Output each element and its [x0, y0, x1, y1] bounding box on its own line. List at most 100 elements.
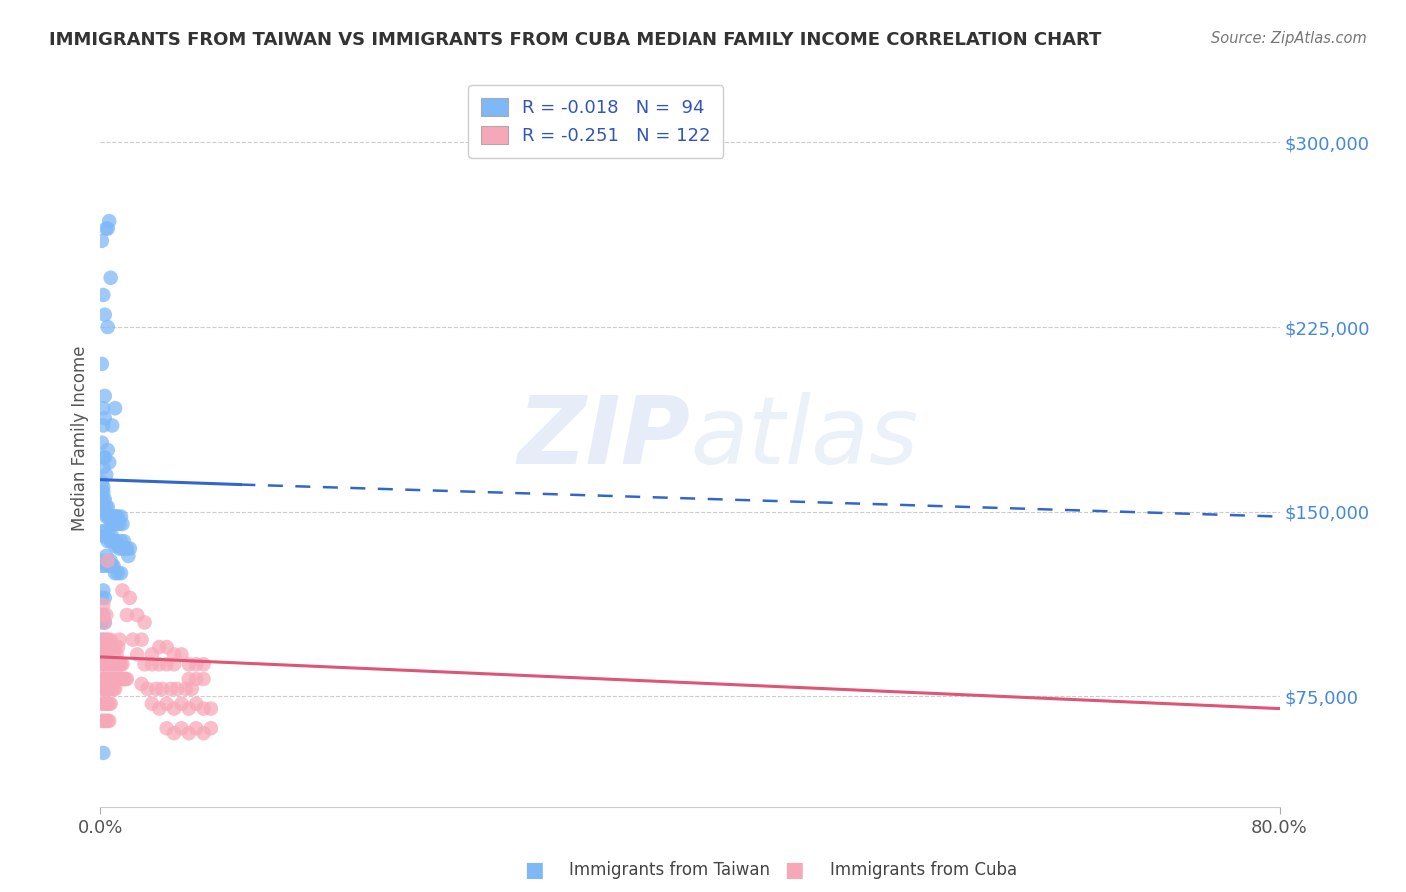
Point [145, 681, 167, 696]
Point [94, 615, 117, 630]
Point [104, 672, 127, 686]
Point [91, 450, 114, 465]
Point [174, 681, 197, 696]
Point [91, 500, 114, 514]
Point [90, 632, 112, 647]
Point [136, 681, 159, 696]
Point [105, 648, 128, 662]
Point [110, 566, 132, 581]
Point [148, 657, 170, 672]
Point [193, 657, 215, 672]
Point [97, 534, 120, 549]
Point [186, 657, 208, 672]
Point [148, 701, 170, 715]
Point [90, 608, 112, 623]
Point [177, 672, 200, 686]
Point [90, 234, 112, 248]
Point [96, 467, 118, 482]
Point [91, 554, 114, 568]
Point [91, 401, 114, 416]
Point [97, 509, 120, 524]
Point [90, 615, 112, 630]
Point [177, 701, 200, 715]
Point [91, 480, 114, 494]
Point [163, 701, 186, 715]
Point [150, 681, 173, 696]
Point [97, 320, 120, 334]
Point [108, 516, 131, 531]
Point [107, 672, 129, 686]
Point [117, 549, 139, 563]
Point [105, 516, 128, 531]
Point [97, 221, 120, 235]
Point [101, 657, 124, 672]
Point [94, 308, 117, 322]
Point [101, 516, 124, 531]
Point [98, 681, 121, 696]
Point [107, 509, 129, 524]
Point [110, 509, 132, 524]
Point [98, 529, 121, 543]
Text: Immigrants from Cuba: Immigrants from Cuba [830, 861, 1017, 879]
Point [90, 475, 112, 489]
Point [98, 640, 121, 654]
Point [90, 435, 112, 450]
Point [100, 509, 122, 524]
Point [111, 516, 134, 531]
Point [96, 714, 118, 728]
Point [97, 657, 120, 672]
Point [115, 672, 138, 686]
Point [186, 721, 208, 735]
Point [148, 640, 170, 654]
Point [156, 697, 179, 711]
Point [96, 608, 118, 623]
Point [103, 558, 125, 573]
Point [94, 681, 117, 696]
Point [96, 681, 118, 696]
Point [103, 509, 125, 524]
Point [90, 591, 112, 605]
Point [91, 492, 114, 507]
Point [103, 648, 125, 662]
Point [110, 672, 132, 686]
Point [91, 632, 114, 647]
Point [94, 672, 117, 686]
Point [94, 591, 117, 605]
Point [98, 558, 121, 573]
Point [97, 697, 120, 711]
Point [111, 657, 134, 672]
Point [141, 657, 163, 672]
Point [104, 681, 127, 696]
Point [94, 492, 117, 507]
Point [101, 529, 124, 543]
Point [103, 516, 125, 531]
Point [94, 505, 117, 519]
Point [90, 697, 112, 711]
Point [91, 529, 114, 543]
Point [96, 500, 118, 514]
Point [96, 672, 118, 686]
Point [104, 657, 127, 672]
Y-axis label: Median Family Income: Median Family Income [72, 345, 89, 531]
Point [91, 681, 114, 696]
Point [94, 648, 117, 662]
Point [97, 632, 120, 647]
Text: Immigrants from Taiwan: Immigrants from Taiwan [569, 861, 770, 879]
Point [91, 583, 114, 598]
Point [91, 418, 114, 433]
Point [94, 411, 117, 425]
Point [97, 681, 120, 696]
Point [97, 500, 120, 514]
Text: ZIP: ZIP [517, 392, 690, 483]
Point [193, 726, 215, 740]
Point [100, 657, 122, 672]
Point [105, 534, 128, 549]
Point [90, 357, 112, 371]
Point [97, 672, 120, 686]
Point [200, 721, 222, 735]
Point [141, 648, 163, 662]
Point [107, 657, 129, 672]
Point [97, 554, 120, 568]
Point [112, 534, 135, 549]
Point [90, 558, 112, 573]
